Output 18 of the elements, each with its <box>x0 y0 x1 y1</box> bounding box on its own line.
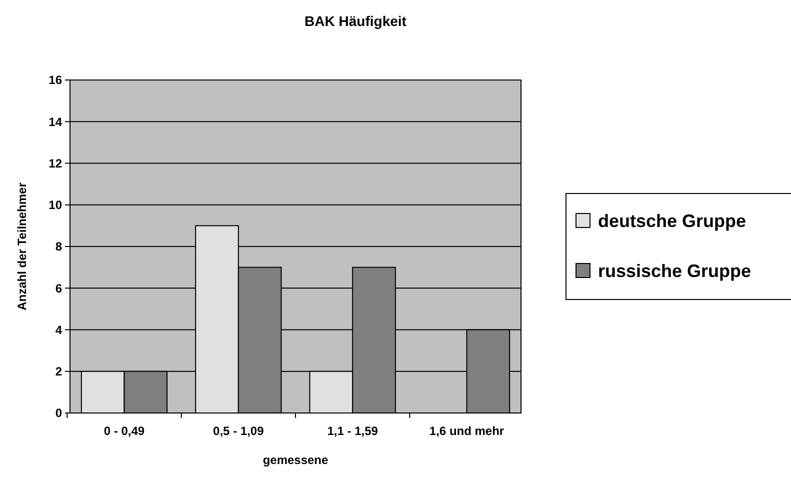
y-tick-label: 10 <box>48 198 62 212</box>
chart-title: BAK Häufigkeit <box>304 13 407 29</box>
y-tick-label: 2 <box>55 364 62 379</box>
y-tick-label: 4 <box>55 322 62 337</box>
y-tick-label: 12 <box>48 156 62 170</box>
y-tick-label: 8 <box>55 240 62 254</box>
x-tick-label: 1,6 und mehr <box>429 424 504 438</box>
legend-label: russische Gruppe <box>598 260 752 281</box>
legend-label: deutsche Gruppe <box>598 210 746 231</box>
y-tick-label: 0 <box>55 406 62 420</box>
y-tick-label: 14 <box>48 114 62 129</box>
y-axis-title: Anzahl der Teilnehmer <box>15 182 29 310</box>
x-tick-label: 0,5 - 1,09 <box>213 424 264 438</box>
y-tick-label: 16 <box>48 73 62 88</box>
x-axis-title: gemessene <box>262 453 329 467</box>
x-tick-label: 1,1 - 1,59 <box>327 424 378 438</box>
y-tick-label: 6 <box>55 281 62 296</box>
x-tick-label: 0 - 0,49 <box>104 424 145 438</box>
